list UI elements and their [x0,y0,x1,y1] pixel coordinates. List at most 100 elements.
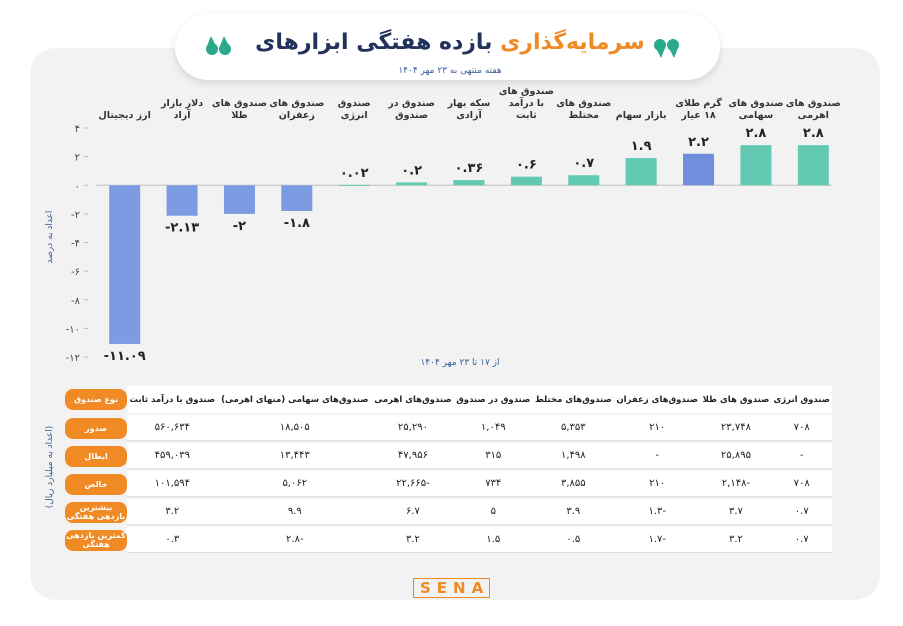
row-label: بیشترین بازدهی هفتگی [65,501,127,523]
table-cell: - [614,443,701,469]
bar [166,185,198,216]
x-tick-label: صندوق های زعفران [269,98,325,121]
table-row: خالص ۱۰۱,۵۹۴ ۵,۰۶۲ -۲۲,۶۶۵ ۷۳۴ ۳,۸۵۵ ۲۱۰ -۲,۱۴۸… [65,471,832,497]
y-tick-label: ۰ [75,181,80,192]
row-label-cell: ابطال [65,443,127,469]
table-cell: ۱۳,۴۴۳ [217,443,372,469]
value-label: -۲ [233,219,246,234]
y-tick-label: -۴ [71,239,80,250]
table-cell: -۲.۸ [217,527,372,553]
value-label: ۰.۲ [401,163,422,178]
subtitle: هفته منتهی به ۲۳ مهر ۱۴۰۴ [398,66,502,76]
y-axis-label: اعداد به درصد [45,210,55,264]
x-tick-label: صندوق های اهرمی [785,98,841,121]
value-label: -۲.۱۳ [165,221,199,236]
value-label: ۰.۷ [573,156,594,171]
quote-icon [206,36,231,55]
x-tick-label: بازار سهام [615,110,667,121]
table-cell: ۲۳,۷۴۸ [700,415,772,441]
table-cell: ۵,۰۶۲ [217,471,372,497]
chart-title: سرمایه‌گذاری بازده هفتگی ابزارهای [240,30,660,55]
table-cell: ۱,۰۴۹ [453,415,533,441]
header-cell: صندوق‌های مختلط [532,386,615,413]
x-tick-label: صندوق انرژی [337,98,371,121]
table-cell: ۷۰۸ [771,415,832,441]
title-text: بازده هفتگی ابزارهای [255,30,493,55]
table-row: صدور ۵۶۰,۶۳۴ ۱۸,۵۰۵ ۲۵,۲۹۰ ۱,۰۴۹ ۵,۳۵۳ ۲۱۰ ۲۳,۷… [65,415,832,441]
title-pill [175,14,720,80]
y-tick-label: -۱۲ [66,353,80,364]
table-cell: ۹.۹ [217,499,372,525]
table-cell: ۷۳۴ [453,471,533,497]
y-tick-label: -۲ [71,210,80,221]
y-tick-label: -۱۰ [66,324,80,335]
header-cell: صندوق‌های اهرمی [371,386,454,413]
table-cell: ۱۰۱,۵۹۴ [127,471,218,497]
bar [338,184,370,186]
table-cell: ۰.۳ [127,527,218,553]
table-cell: ۲۵,۸۹۵ [700,443,772,469]
table-cell: ۱,۴۹۸ [532,443,615,469]
x-tick-label: صندوق های مختلط [556,98,612,121]
table-row: ابطال ۴۵۹,۰۳۹ ۱۳,۴۴۳ ۴۷,۹۵۶ ۳۱۵ ۱,۴۹۸-۲۵,۸۹۵- [65,443,832,469]
table-cell: ۳.۲ [700,527,772,553]
x-tick-label: صندوق در صندوق [388,98,435,121]
table-cell: ۱۸,۵۰۵ [217,415,372,441]
y-tick-label: -۶ [71,267,80,278]
table-cell: ۳.۲ [371,527,454,553]
row-label-cell: خالص [65,471,127,497]
bar [568,175,600,186]
table-row: بیشترین بازدهی هفتگی ۳.۲ ۹.۹ ۶.۷ ۵ ۳.۹ -۱.۳ ۳.۷… [65,499,832,525]
table-cell: ۳۱۵ [453,443,533,469]
value-label: ۱.۹ [631,139,652,154]
table-cell: ۳.۲ [127,499,218,525]
value-label: ۰.۰۲ [340,166,369,181]
table-cell: ۴۵۹,۰۳۹ [127,443,218,469]
x-tick-label: صندوق های سهامی [728,98,784,121]
table-cell: ۲۱۰ [614,471,701,497]
logo-text: SENA [413,578,491,598]
row-label: خالص [65,473,127,495]
table-cell: ۳,۸۵۵ [532,471,615,497]
table-cell: - [771,443,832,469]
table-cell: ۱.۵ [453,527,533,553]
header-cell: صندوق های طلا [700,386,772,413]
table-cell: -۱.۷ [614,527,701,553]
header-cell: نوع صندوق [65,386,127,413]
value-label: ۰.۳۶ [455,161,484,176]
header-cell: صندوق در صندوق [453,386,533,413]
table-cell: ۰.۷ [771,527,832,553]
table-cell: ۳.۷ [700,499,772,525]
table-cell: ۷۰۸ [771,471,832,497]
table-cell: ۳.۹ [532,499,615,525]
x-tick-label: گرم طلای ۱۸ عیار [675,98,722,121]
row-label: صدور [65,417,127,439]
value-label: ۰.۶ [516,158,537,173]
y-tick-label: ۲ [75,153,80,164]
value-label: ۲.۸ [746,126,767,141]
table-cell: ۵۶۰,۶۳۴ [127,415,218,441]
bar [453,180,485,186]
bar [109,185,141,344]
logo: SENA [413,578,491,598]
value-label: ۲.۲ [688,135,709,150]
bar [625,158,657,186]
bar [223,185,255,214]
row-label: کمترین بازدهی هفتگی [65,529,127,551]
bar [510,176,542,186]
table-cell: -۱.۳ [614,499,701,525]
value-label: ۲.۸ [803,126,824,141]
header-label: نوع صندوق [65,389,127,410]
row-label-cell: صدور [65,415,127,441]
x-tick-label: صندوق های طلا [211,98,268,121]
data-table: نوع صندوق صندوق با درآمد ثابت صندوق‌های سه… [65,384,832,555]
bar [281,185,313,212]
table-cell: ۵,۳۵۳ [532,415,615,441]
row-label: ابطال [65,445,127,467]
table-unit: (اعداد به میلیارد ریال) [45,425,55,509]
table-cell: ۲۵,۲۹۰ [371,415,454,441]
table-cell: ۰.۵ [532,527,615,553]
quote-icon [654,39,679,58]
row-label-cell: بیشترین بازدهی هفتگی [65,499,127,525]
table-row: کمترین بازدهی هفتگی ۰.۳ -۲.۸ ۳.۲ ۱.۵ ۰.۵ -۱.۷ ۳… [65,527,832,553]
